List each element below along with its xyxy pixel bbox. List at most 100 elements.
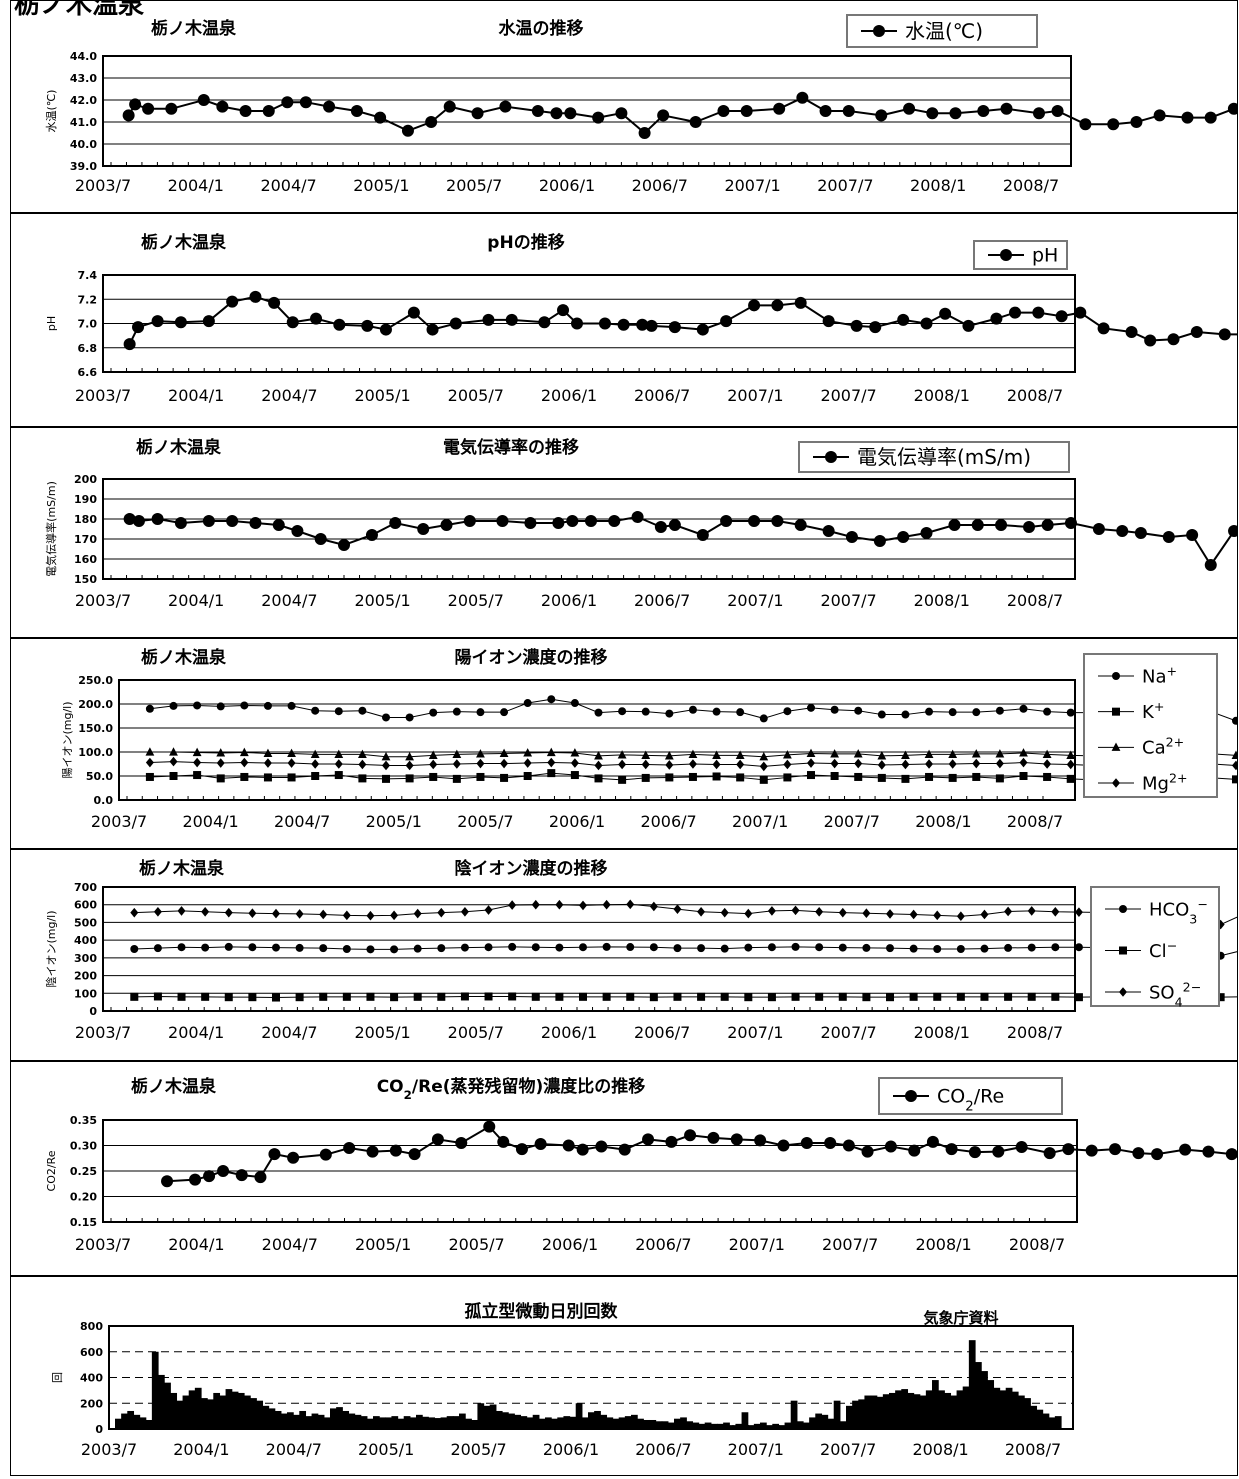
bar (348, 1413, 356, 1429)
x-tick-label: 2007/1 (727, 386, 783, 405)
data-point (1190, 325, 1203, 338)
data-point (740, 105, 753, 117)
data-point (193, 757, 202, 768)
data-point (1043, 707, 1052, 716)
data-point (272, 519, 285, 531)
data-point (562, 1139, 575, 1152)
bar (674, 1418, 681, 1429)
data-point (123, 338, 136, 351)
data-point (202, 515, 215, 527)
bar (545, 1417, 552, 1429)
data-point (748, 299, 761, 312)
data-point (862, 908, 871, 919)
x-tick-label: 2004/7 (274, 812, 330, 831)
bar (385, 1417, 393, 1429)
data-point (1167, 333, 1180, 346)
x-tick-label: 2005/1 (355, 1235, 411, 1254)
x-tick-label: 2008/1 (914, 1023, 970, 1042)
data-point (592, 111, 605, 124)
bar (913, 1394, 921, 1429)
data-point (145, 704, 154, 713)
data-point (286, 316, 299, 329)
data-point (226, 295, 239, 308)
data-point (374, 111, 387, 124)
data-point (1051, 992, 1060, 1001)
co2-chart-svg: 0.15 0.20 0.25 0.30 0.35 2003/7 2004/1 2004/7 20… (45, 1076, 1239, 1254)
data-point (720, 315, 733, 328)
data-point (1041, 519, 1054, 531)
data-point (555, 943, 564, 952)
data-point (571, 317, 583, 330)
data-point (1204, 111, 1217, 124)
data-point (534, 1137, 547, 1150)
bar (790, 1400, 798, 1429)
data-point (334, 749, 344, 758)
data-point (617, 750, 627, 759)
data-point (192, 747, 202, 757)
x-tick-label: 2004/1 (168, 591, 224, 610)
bar (244, 1395, 251, 1429)
data-point (531, 992, 540, 1001)
x-tick-label: 2006/7 (640, 812, 696, 831)
data-point (595, 1140, 608, 1153)
bar (1054, 1416, 1062, 1429)
data-point (830, 705, 839, 714)
data-point (460, 992, 469, 1001)
y-axis-label: 陽イオン(mg/l) (61, 701, 74, 778)
x-tick-label: 2005/7 (446, 176, 502, 195)
data-point (720, 515, 733, 527)
x-tick-label: 2006/7 (635, 1440, 691, 1459)
bar (250, 1398, 257, 1429)
data-point (476, 772, 485, 781)
data-point (618, 759, 627, 770)
data-point (1027, 943, 1036, 952)
data-point (263, 748, 273, 758)
data-point (842, 105, 855, 117)
ph-chart-svg: 6.6 6.8 7.0 7.2 7.4 2003/7 2004/1 2004/7 2005/1 2… (45, 232, 1239, 405)
x-tick-label: 2004/1 (168, 386, 224, 405)
bar (667, 1422, 675, 1429)
data-point (854, 758, 863, 769)
legend: 電気伝導率(mS/m) (798, 441, 1070, 473)
x-tick-label: 2006/1 (543, 1440, 599, 1459)
quake-chart-panel: 0 200 400 600 800 2003/7 2004/1 2004/7 2005/1 200… (10, 1276, 1238, 1476)
bar (1024, 1398, 1031, 1429)
data-point (1130, 116, 1143, 128)
data-point (291, 525, 304, 537)
data-point (555, 899, 564, 910)
ph-chart-panel: 6.6 6.8 7.0 7.2 7.4 2003/7 2004/1 2004/7 2005/1 2… (10, 213, 1239, 427)
bar (176, 1400, 184, 1429)
y-axis-label: 電気伝導率(mS/m) (44, 481, 58, 577)
bar (532, 1414, 540, 1429)
x-tick-label: 2005/1 (354, 591, 410, 610)
data-point (673, 992, 682, 1001)
data-point (342, 992, 351, 1001)
legend-label: 水温(℃) (905, 19, 983, 43)
data-point (1216, 993, 1225, 1002)
x-tick-label: 2004/1 (168, 1235, 224, 1254)
x-tick-label: 2008/7 (1007, 1023, 1063, 1042)
data-point (1066, 708, 1075, 717)
data-point (971, 749, 981, 758)
bar (317, 1414, 325, 1429)
data-point (767, 943, 776, 952)
bar (121, 1413, 128, 1429)
data-point (697, 992, 706, 1001)
data-point (550, 107, 563, 120)
bar (379, 1417, 386, 1429)
data-point (497, 1135, 510, 1148)
bar (655, 1421, 663, 1429)
bar (741, 1412, 749, 1429)
data-point (169, 747, 178, 756)
data-point (570, 758, 579, 768)
data-point (665, 709, 674, 718)
data-point (358, 759, 367, 770)
data-point (405, 760, 414, 771)
data-point (594, 751, 603, 760)
data-point (1231, 716, 1239, 725)
data-point (177, 943, 186, 952)
data-point (654, 521, 667, 533)
data-point (523, 699, 532, 708)
bar (366, 1418, 374, 1429)
bar (747, 1425, 755, 1429)
